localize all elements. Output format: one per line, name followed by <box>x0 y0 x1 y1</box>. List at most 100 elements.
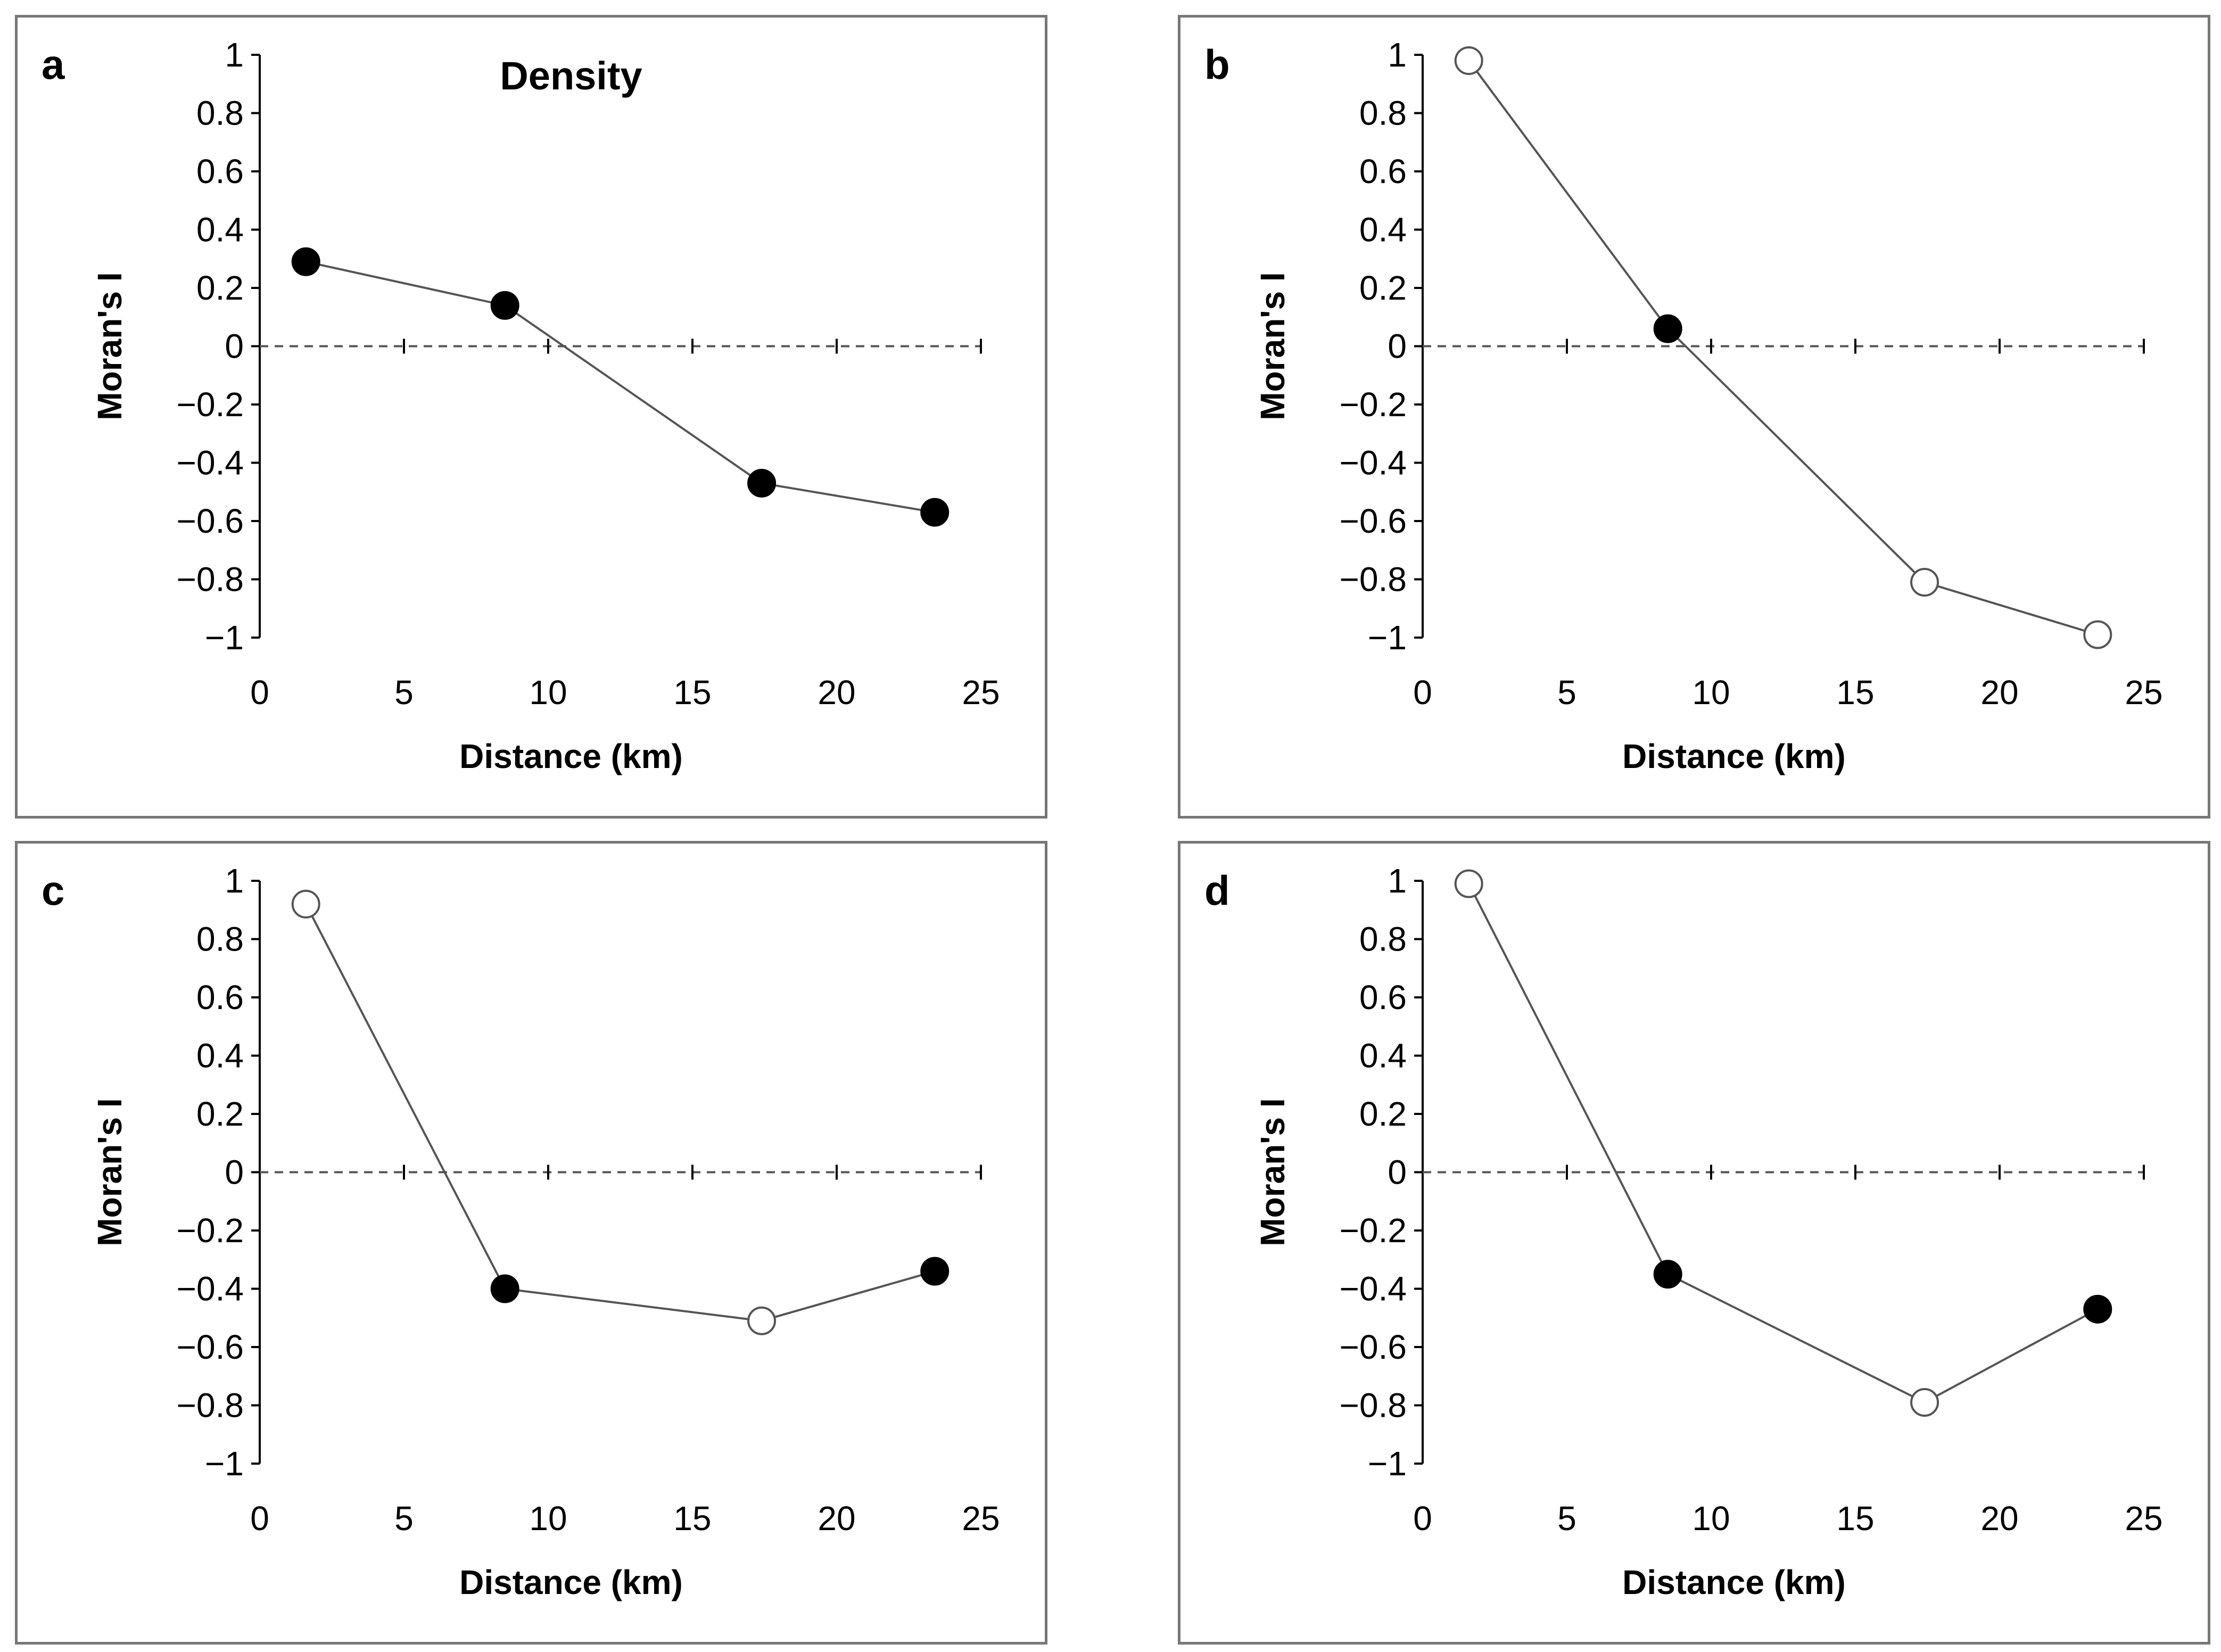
data-point-nonsignificant <box>291 889 320 919</box>
y-tick-label: −0.6 <box>1340 502 1407 540</box>
data-point-significant <box>2083 1294 2112 1324</box>
y-tick-label: 0.6 <box>196 978 244 1017</box>
x-tick-label: 15 <box>1836 1499 1874 1538</box>
y-tick-label: −0.2 <box>177 385 244 424</box>
y-tick-label: 0.8 <box>1359 94 1407 133</box>
y-tick-label: −0.4 <box>1340 1270 1407 1308</box>
data-point-significant <box>1653 1260 1682 1289</box>
y-tick-label: 1 <box>1388 36 1407 74</box>
chart-a: a Density 1 0.8 0.6 0.4 0.2 0 −0.2 −0.4 −0.6 −0.8 −1… <box>42 36 1000 775</box>
y-tick-label: 0.6 <box>1359 978 1407 1017</box>
x-tick-label: 15 <box>1836 673 1874 712</box>
x-tick-label: 20 <box>818 1499 855 1538</box>
y-tick-label: 0.4 <box>196 1037 244 1075</box>
y-tick-label: 0.4 <box>1359 1037 1407 1075</box>
x-tick-label: 10 <box>1692 673 1730 712</box>
x-axis-title: Distance (km) <box>1622 1563 1846 1601</box>
y-tick-label: 1 <box>225 36 244 74</box>
x-tick-label: 5 <box>394 1499 414 1538</box>
y-axis-title: Moran's I <box>90 1098 129 1246</box>
panel-c: c 1 0.8 0.6 0.4 0.2 0 −0.2 −0.4 −0.6 −0.8 −1 0 5 10 15 2… <box>15 841 1047 1645</box>
x-tick-label: 20 <box>1980 673 2018 712</box>
chart-b: b 10.80.60.40.20−0.2−0.4−0.6−0.8−10 5 10 15 2… <box>1204 36 2163 775</box>
data-point-significant <box>490 1274 519 1303</box>
series-line <box>1467 883 2099 1404</box>
x-tick-label: 20 <box>1980 1499 2018 1538</box>
y-tick-label: 0.2 <box>196 1095 244 1133</box>
panel-d: d 1 0.8 0.6 0.4 0.2 0 −0.2 −0.4 −0.6 −0.8 −1 0 5 10 15 2… <box>1178 841 2210 1645</box>
x-tick-label: 25 <box>962 1499 1000 1538</box>
x-tick-label: 15 <box>673 1499 711 1538</box>
panel-b: b 1 0.8 0.6 0.4 0.2 0 −0.2 −0.4 −0.6 −0.8 −1 0 5 10 15 2… <box>1178 15 2210 819</box>
series-line <box>306 260 935 514</box>
y-tick-label: 0 <box>1388 327 1407 366</box>
y-tick-label: 0 <box>1388 1153 1407 1192</box>
y-tick-label: 1 <box>225 862 244 900</box>
y-tick-label: −0.2 <box>177 1211 244 1250</box>
y-tick-label: −1 <box>205 618 244 657</box>
series-line <box>1468 60 2098 636</box>
y-tick-label: 0.2 <box>1359 1095 1407 1133</box>
y-tick-label: 1 <box>1388 862 1407 900</box>
y-axis-title: Moran's I <box>90 272 129 420</box>
y-tick-label: −0.4 <box>177 444 244 482</box>
y-tick-label: −0.8 <box>1340 1386 1407 1425</box>
y-tick-label: −0.4 <box>1340 444 1407 482</box>
x-tick-label: 5 <box>1557 1499 1576 1538</box>
x-tick-label: 0 <box>1413 673 1432 712</box>
panel-a: a Density 1 0.8 0.6 0.4 0.2 0 −0.2 −0.4 −0.6 −0.8 −1… <box>15 15 1047 819</box>
x-tick-label: 25 <box>2125 673 2162 712</box>
x-tick-label: 0 <box>1413 1499 1432 1538</box>
y-tick-label: −0.6 <box>177 1328 244 1366</box>
y-tick-label: 0.4 <box>196 211 244 249</box>
chart-title: Density <box>500 54 642 98</box>
y-tick-label: −1 <box>1368 1444 1407 1483</box>
y-tick-label: −1 <box>205 1444 244 1483</box>
x-tick-label: 10 <box>1692 1499 1730 1538</box>
x-tick-label: 25 <box>962 673 1000 712</box>
y-tick-label: −0.8 <box>177 560 244 599</box>
y-tick-label: 0.8 <box>196 920 244 959</box>
panel-label: c <box>42 867 64 914</box>
data-point-significant <box>920 498 950 527</box>
y-tick-label: −0.6 <box>1340 1328 1407 1366</box>
data-point-significant <box>920 1257 950 1286</box>
x-tick-label: 5 <box>1557 673 1576 712</box>
x-tick-label: 10 <box>529 1499 567 1538</box>
x-tick-label: 20 <box>818 673 855 712</box>
y-tick-label: −0.2 <box>1340 1211 1407 1250</box>
series-line <box>304 903 935 1322</box>
panel-label: b <box>1204 41 1230 88</box>
x-tick-label: 10 <box>529 673 567 712</box>
x-tick-label: 15 <box>673 673 711 712</box>
data-point-significant <box>1653 314 1682 343</box>
y-axis-title: Moran's I <box>1253 1098 1292 1246</box>
y-tick-label: −1 <box>1368 618 1407 657</box>
panel-label: d <box>1204 867 1230 914</box>
panel-label: a <box>42 41 65 88</box>
data-point-nonsignificant <box>1910 567 1939 597</box>
data-point-nonsignificant <box>1454 869 1483 898</box>
y-tick-label: −0.4 <box>177 1270 244 1308</box>
x-axis-title: Distance (km) <box>459 1563 683 1601</box>
y-tick-label: 0.8 <box>1359 920 1407 959</box>
data-point-significant <box>490 291 519 320</box>
y-tick-label: −0.2 <box>1340 385 1407 424</box>
y-tick-label: −0.8 <box>1340 560 1407 599</box>
x-tick-label: 25 <box>2125 1499 2162 1538</box>
y-tick-label: 0.4 <box>1359 211 1407 249</box>
x-tick-label: 0 <box>250 1499 269 1538</box>
chart-d: d 10.80.60.40.20−0.2−0.4−0.6−0.8−10 5 10 15 2… <box>1204 862 2163 1601</box>
x-axis-title: Distance (km) <box>1622 737 1846 775</box>
y-tick-label: 0.8 <box>196 94 244 133</box>
y-axis-title: Moran's I <box>1253 272 1292 420</box>
y-tick-label: 0.6 <box>1359 152 1407 191</box>
data-point-nonsignificant <box>747 1306 777 1335</box>
x-tick-label: 0 <box>250 673 269 712</box>
x-tick-label: 5 <box>394 673 414 712</box>
y-tick-label: 0.2 <box>196 269 244 307</box>
data-point-significant <box>291 247 320 276</box>
y-tick-label: 0 <box>225 327 244 366</box>
data-point-nonsignificant <box>1454 46 1483 75</box>
x-axis-title: Distance (km) <box>459 737 683 775</box>
